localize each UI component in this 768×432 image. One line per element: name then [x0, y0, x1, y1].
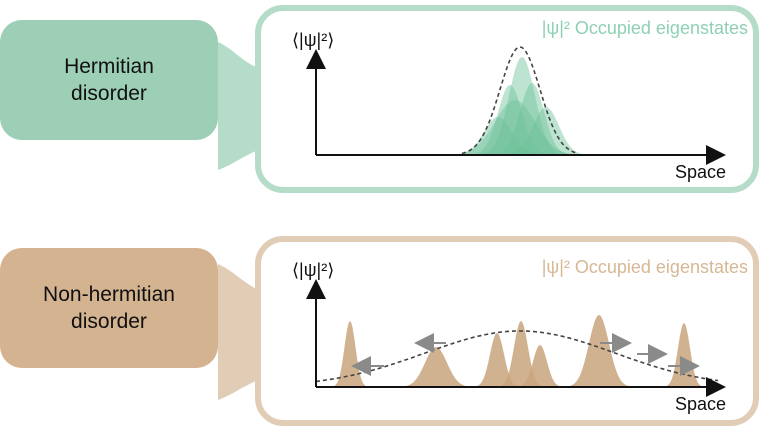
non-hermitian-peak-2 [400, 347, 471, 387]
hermitian-envelope-dashed [461, 46, 579, 155]
hermitian-peak-6 [451, 100, 579, 155]
non-hermitian-y-axis-label: ⟨|ψ|²⟩ [292, 260, 334, 280]
non-hermitian-peak-5 [517, 345, 562, 387]
hermitian-x-axis-label: Space [675, 162, 726, 182]
non-hermitian-x-axis-label: Space [675, 394, 726, 414]
hermitian-peak-4 [493, 83, 570, 155]
hermitian-legend: |ψ|² Occupied eigenstates [542, 18, 748, 38]
hermitian-disorder-box: Hermitian disorder [0, 20, 218, 140]
hermitian-disorder-label: Hermitian disorder [64, 54, 154, 105]
hermitian-peak-5 [504, 107, 588, 155]
hermitian-plot: ⟨|ψ|²⟩ Space |ψ|² Occupied eigenstates [292, 18, 748, 182]
hermitian-eigenstate-peaks [451, 57, 588, 155]
hermitian-plot-frame [255, 5, 759, 193]
non-hermitian-disorder-box: Non-hermitian disorder [0, 248, 218, 368]
non-hermitian-peak-6 [567, 315, 631, 387]
hermitian-connector [218, 42, 258, 170]
hermitian-y-axis-label: ⟨|ψ|²⟩ [292, 30, 334, 50]
hermitian-peak-2 [471, 85, 548, 155]
non-hermitian-peak-1 [332, 321, 368, 387]
non-hermitian-disorder-label: Non-hermitian disorder [43, 282, 175, 333]
non-hermitian-eigenstate-peaks [332, 315, 703, 387]
non-hermitian-legend: |ψ|² Occupied eigenstates [542, 257, 748, 277]
hermitian-peak-3 [480, 57, 564, 155]
non-hermitian-connector [218, 264, 258, 400]
non-hermitian-peak-3 [474, 333, 519, 387]
non-hermitian-plot: ⟨|ψ|²⟩ Space |ψ|² Occupied eigenstates [292, 257, 748, 414]
